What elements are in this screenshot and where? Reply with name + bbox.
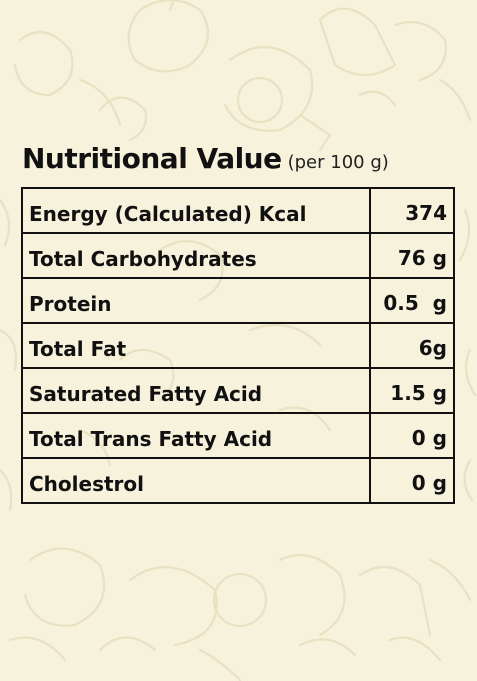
table-row: Cholestrol 0 g: [21, 457, 455, 504]
row-label: Energy (Calculated) Kcal: [21, 187, 371, 234]
row-value: 6g: [369, 322, 455, 369]
row-value: 374: [369, 187, 455, 234]
row-value: 0 g: [369, 412, 455, 459]
table-subtitle: (per 100 g): [287, 152, 389, 173]
table-heading: Nutritional Value (per 100 g): [22, 142, 389, 175]
row-label: Protein: [21, 277, 371, 324]
row-value: 76 g: [369, 232, 455, 279]
row-value: 0.5 g: [369, 277, 455, 324]
table-row: Energy (Calculated) Kcal 374: [21, 187, 455, 234]
row-label: Saturated Fatty Acid: [21, 367, 371, 414]
row-label: Total Carbohydrates: [21, 232, 371, 279]
row-label: Total Fat: [21, 322, 371, 369]
table-row: Saturated Fatty Acid 1.5 g: [21, 367, 455, 414]
row-label: Total Trans Fatty Acid: [21, 412, 371, 459]
table-row: Total Trans Fatty Acid 0 g: [21, 412, 455, 459]
table-row: Total Carbohydrates 76 g: [21, 232, 455, 279]
table-row: Protein 0.5 g: [21, 277, 455, 324]
table-title: Nutritional Value: [22, 142, 282, 175]
row-label: Cholestrol: [21, 457, 371, 504]
table-row: Total Fat 6g: [21, 322, 455, 369]
row-value: 0 g: [369, 457, 455, 504]
nutrition-table: Energy (Calculated) Kcal 374 Total Carbo…: [21, 187, 455, 504]
row-value: 1.5 g: [369, 367, 455, 414]
